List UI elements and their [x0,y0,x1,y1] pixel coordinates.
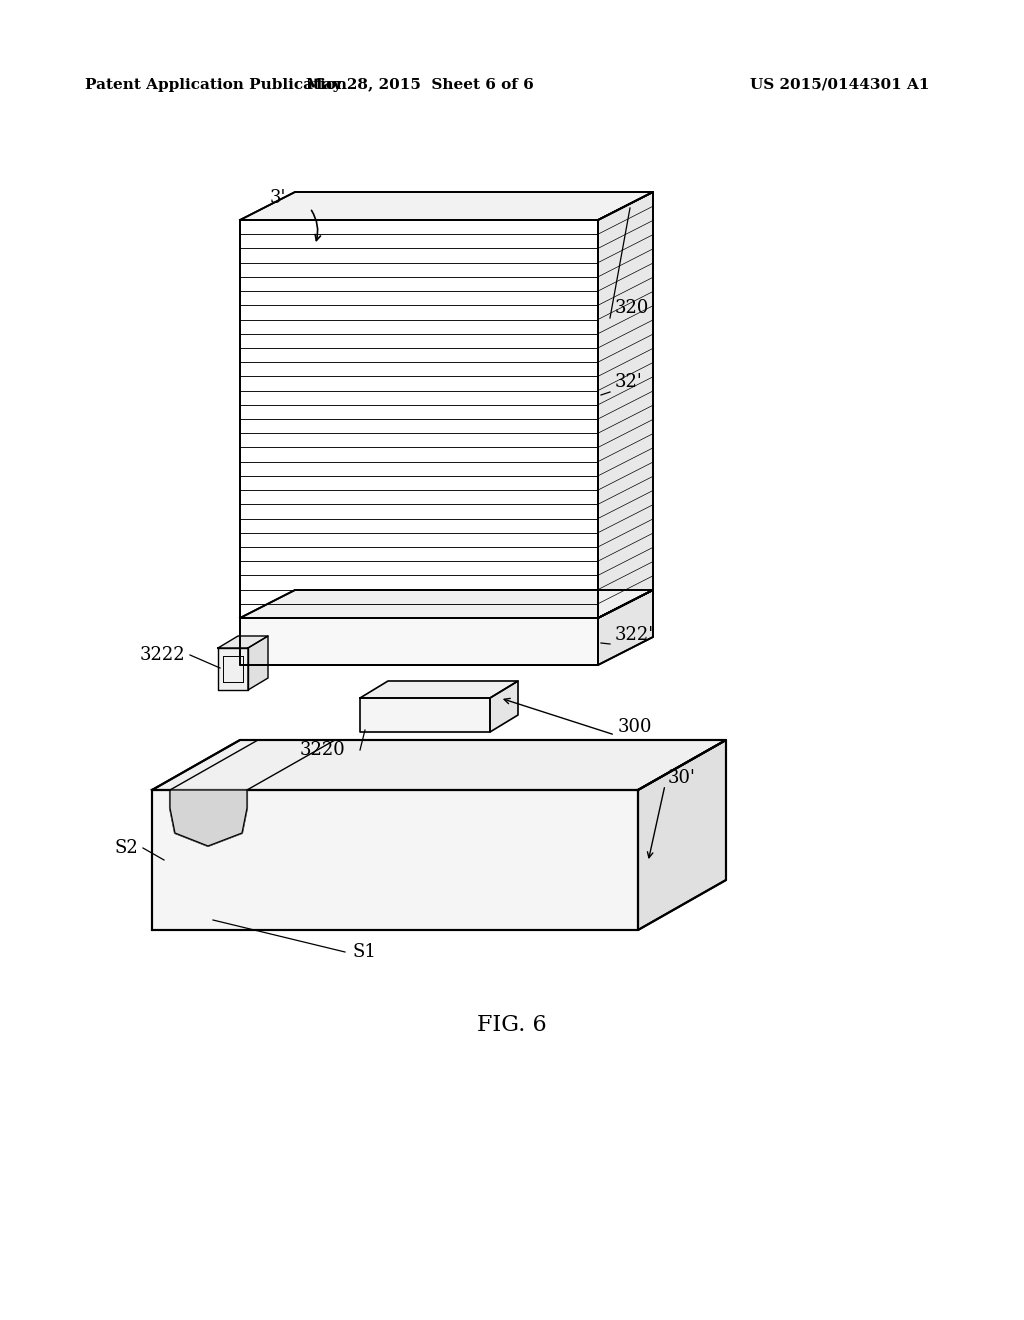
Polygon shape [638,741,726,931]
Polygon shape [360,681,518,698]
Polygon shape [170,789,247,846]
Text: S2: S2 [115,840,138,857]
Text: 3220: 3220 [300,741,346,759]
Polygon shape [152,789,638,931]
Text: 322': 322' [615,626,654,644]
Polygon shape [598,191,653,618]
Polygon shape [152,741,726,789]
Polygon shape [218,648,248,690]
Text: 30': 30' [668,770,696,787]
Text: 3222: 3222 [139,645,185,664]
Polygon shape [240,618,598,665]
Polygon shape [248,636,268,690]
Polygon shape [598,590,653,665]
Text: May 28, 2015  Sheet 6 of 6: May 28, 2015 Sheet 6 of 6 [306,78,534,92]
Text: FIG. 6: FIG. 6 [477,1014,547,1036]
Text: 32': 32' [615,374,643,391]
Polygon shape [240,220,598,618]
Polygon shape [360,698,490,733]
Text: Patent Application Publication: Patent Application Publication [85,78,347,92]
Polygon shape [240,590,653,618]
Polygon shape [218,636,268,648]
Text: 320: 320 [615,300,649,317]
Text: US 2015/0144301 A1: US 2015/0144301 A1 [750,78,930,92]
Text: 300: 300 [618,718,652,737]
Polygon shape [490,681,518,733]
Text: S1: S1 [353,942,377,961]
Polygon shape [240,191,653,220]
Text: 3': 3' [269,189,286,207]
